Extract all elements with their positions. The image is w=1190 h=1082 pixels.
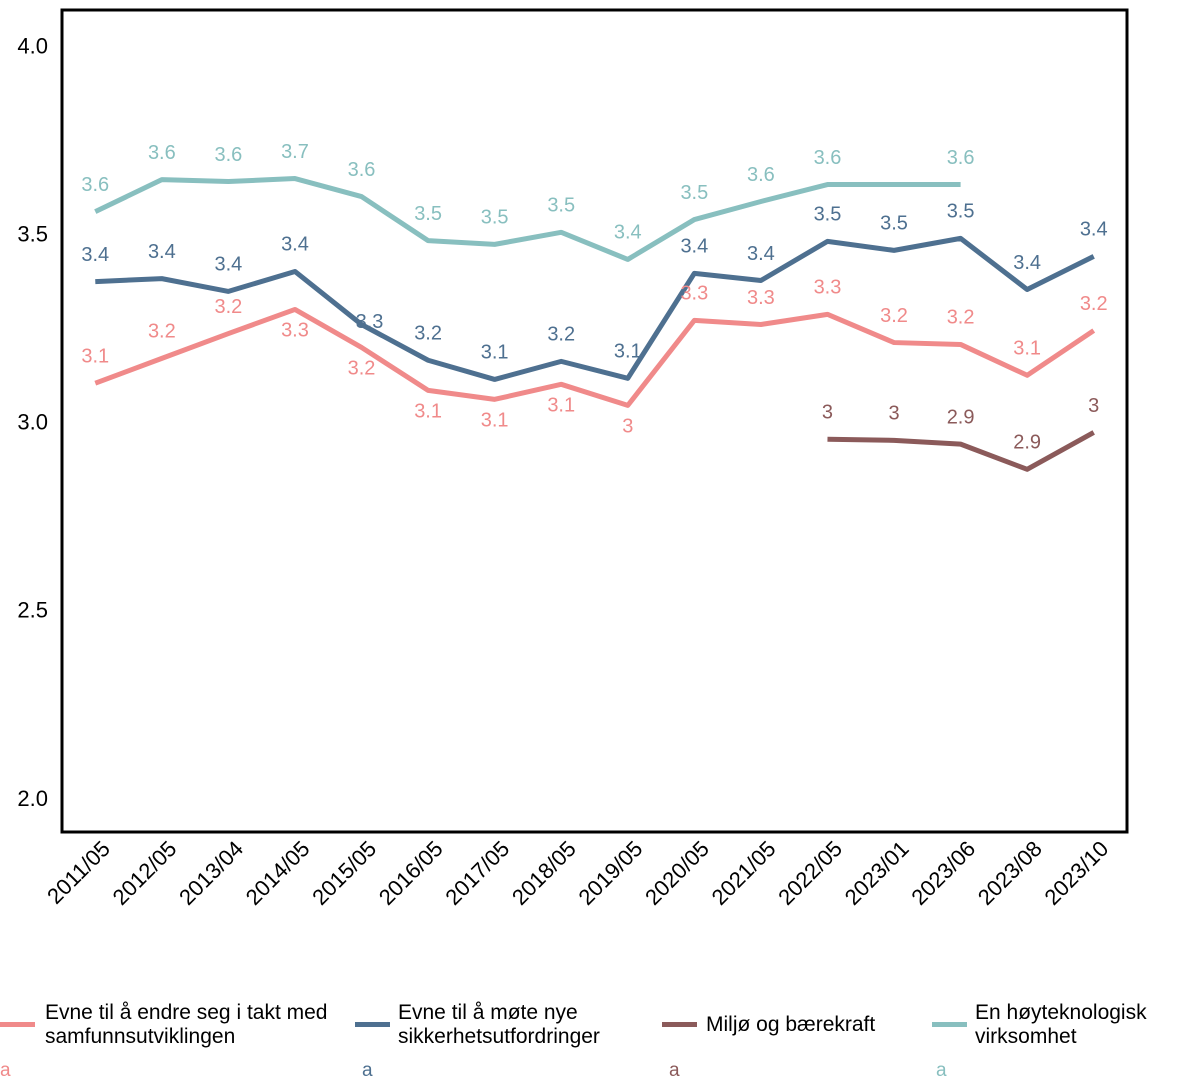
data-label: 3 <box>622 416 633 438</box>
data-label: 3.2 <box>547 324 575 346</box>
series-line <box>94 176 961 262</box>
y-tick-label: 4.0 <box>17 33 48 58</box>
data-label: 3.4 <box>1013 252 1041 274</box>
data-label: 3.1 <box>481 410 509 432</box>
data-label: 3.5 <box>880 213 908 235</box>
legend-swatch <box>932 1022 967 1027</box>
data-label: 3.6 <box>947 147 975 169</box>
data-label: 2.9 <box>1013 432 1041 454</box>
legend-label: Evne til å møte nye sikkerhetsutfordring… <box>398 1001 600 1048</box>
data-label: 3.3 <box>814 277 842 299</box>
data-label: 3.1 <box>81 345 109 367</box>
x-tick-label: 2023/08 <box>973 836 1047 910</box>
data-label: 3.6 <box>215 144 243 166</box>
x-tick-label: 2023/01 <box>840 836 914 910</box>
plot-frame <box>60 8 1129 834</box>
series-line <box>827 430 1095 472</box>
x-tick-label: 2016/05 <box>374 836 448 910</box>
data-label: 3.1 <box>547 395 575 417</box>
legend-subtext: a <box>669 1060 680 1081</box>
y-tick-label: 3.5 <box>17 222 48 247</box>
data-label: 3.4 <box>680 236 708 258</box>
x-tick-label: 2022/05 <box>773 836 847 910</box>
x-tick-label: 2011/05 <box>42 836 115 909</box>
data-label: 3.5 <box>814 204 842 226</box>
legend-swatch <box>662 1022 697 1027</box>
x-tick-label: 2023/10 <box>1039 836 1113 910</box>
data-label: 3.4 <box>215 254 243 276</box>
legend-label: Evne til å endre seg i takt med samfunns… <box>45 1001 328 1048</box>
data-label: 3.4 <box>747 243 775 265</box>
x-tick-label: 2023/06 <box>906 836 980 910</box>
data-label: 3.6 <box>747 164 775 186</box>
data-label: 3.2 <box>414 323 442 345</box>
y-tick-label: 3.0 <box>17 410 48 435</box>
data-label: 3.1 <box>1013 338 1041 360</box>
data-label: 3.4 <box>614 222 642 244</box>
data-label: 3 <box>822 402 833 424</box>
legend-subtext: a <box>362 1060 373 1081</box>
data-label: 3.4 <box>281 234 309 256</box>
y-tick-label: 2.5 <box>17 598 48 623</box>
data-label: 3.5 <box>680 182 708 204</box>
data-label: 3.2 <box>880 305 908 327</box>
legend-swatch <box>355 1022 390 1027</box>
data-label: 3.5 <box>547 195 575 217</box>
legend-label: En høyteknologisk virksomhet <box>975 1001 1147 1048</box>
data-label: 3 <box>1088 395 1099 417</box>
data-label: 3.1 <box>414 401 442 423</box>
data-label: 3.6 <box>81 174 109 196</box>
data-label: 3.6 <box>348 159 376 181</box>
legend-swatch <box>0 1022 35 1027</box>
x-tick-label: 2013/04 <box>174 836 248 910</box>
series-line <box>94 306 1096 408</box>
x-tick-label: 2019/05 <box>574 836 648 910</box>
x-tick-label: 2015/05 <box>307 836 381 910</box>
y-tick-label: 2.0 <box>17 786 48 811</box>
data-label: 3.1 <box>481 342 509 364</box>
data-label: 3.5 <box>481 207 509 229</box>
data-label: 3.2 <box>348 358 376 380</box>
data-label: 3.4 <box>1080 219 1108 241</box>
x-tick-label: 2021/05 <box>707 836 781 910</box>
x-tick-label: 2020/05 <box>640 836 714 910</box>
data-label: 2.9 <box>947 406 975 428</box>
data-label: 3.2 <box>947 307 975 329</box>
data-label: 3.7 <box>281 141 309 163</box>
data-label: 3.3 <box>356 311 384 333</box>
x-tick-label: 2012/05 <box>108 836 182 910</box>
data-label: 3.6 <box>148 142 176 164</box>
x-tick-label: 2014/05 <box>241 836 315 910</box>
data-label: 3.3 <box>747 287 775 309</box>
series-line <box>95 235 1095 382</box>
data-label: 3.2 <box>1080 293 1108 315</box>
data-label: 3.6 <box>814 147 842 169</box>
data-label: 3.3 <box>281 320 309 342</box>
legend-label: Miljø og bærekraft <box>706 1013 876 1036</box>
data-label: 3 <box>888 403 899 425</box>
data-label: 3.4 <box>81 244 109 266</box>
legend-subtext: a <box>936 1060 947 1081</box>
x-tick-label: 2018/05 <box>507 836 581 910</box>
x-tick-label: 2017/05 <box>440 836 514 910</box>
data-label: 3.2 <box>215 296 243 318</box>
data-label: 3.2 <box>148 321 176 343</box>
data-label: 3.1 <box>614 341 642 363</box>
data-label: 3.5 <box>947 201 975 223</box>
legend-subtext: a <box>0 1060 11 1081</box>
data-label: 3.4 <box>148 241 176 263</box>
data-label: 3.3 <box>680 283 708 305</box>
data-label: 3.5 <box>414 203 442 225</box>
